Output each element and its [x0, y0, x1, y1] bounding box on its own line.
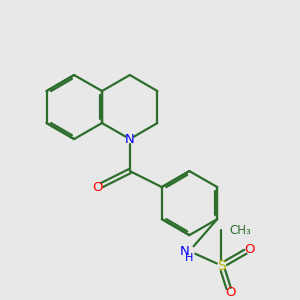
Text: O: O [244, 243, 254, 256]
Text: H: H [184, 253, 193, 263]
Text: S: S [217, 259, 226, 272]
Text: CH₃: CH₃ [230, 224, 251, 237]
Text: N: N [180, 244, 189, 258]
Text: O: O [225, 286, 235, 299]
Text: O: O [93, 181, 103, 194]
Text: N: N [125, 133, 135, 146]
